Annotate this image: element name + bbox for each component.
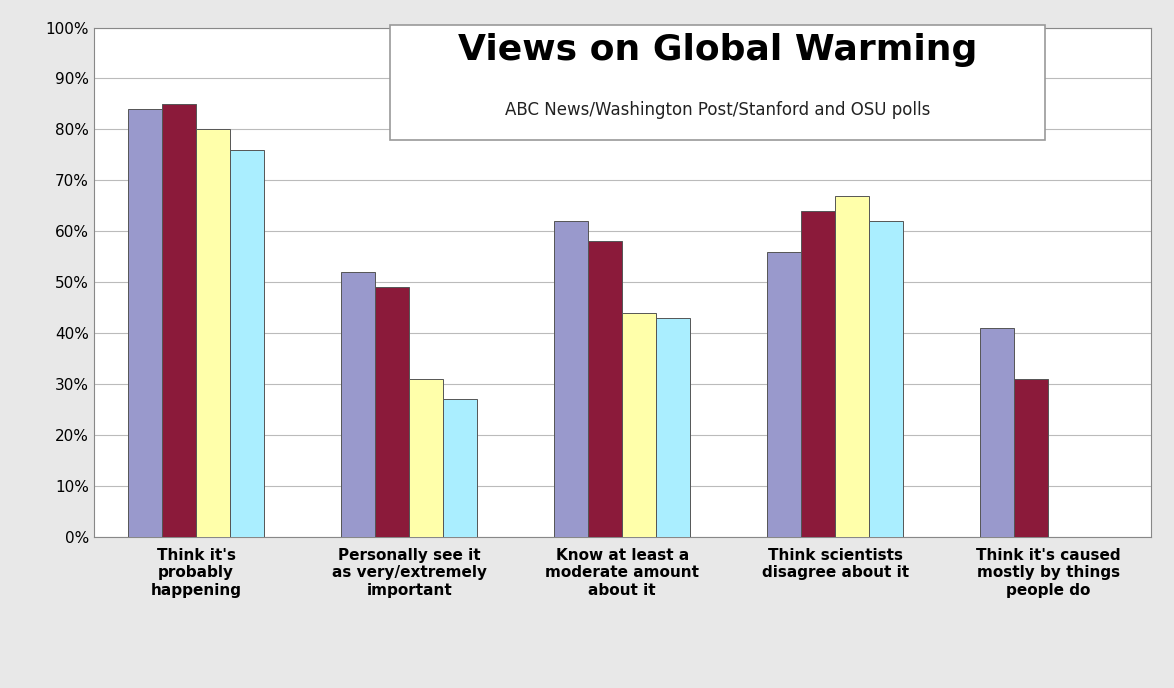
Bar [835,195,869,537]
Bar [230,150,264,537]
Text: ABC News/Washington Post/Stanford and OSU polls: ABC News/Washington Post/Stanford and OS… [505,101,930,119]
Bar [162,104,196,537]
Bar [622,312,656,537]
Text: Views on Global Warming: Views on Global Warming [458,32,977,67]
Bar [196,129,230,537]
Bar [554,221,588,537]
Bar [376,287,410,537]
Bar [410,379,444,537]
Bar [801,211,835,537]
Bar [588,241,622,537]
Bar [767,252,801,537]
Legend: Now, 2006, 1998, 1997: Now, 2006, 1998, 1997 [534,67,900,105]
Bar [869,221,904,537]
Bar [340,272,376,537]
Bar [980,328,1014,537]
Bar [444,399,478,537]
Bar [1014,379,1048,537]
Bar [656,318,690,537]
FancyBboxPatch shape [390,25,1045,140]
Bar [128,109,162,537]
